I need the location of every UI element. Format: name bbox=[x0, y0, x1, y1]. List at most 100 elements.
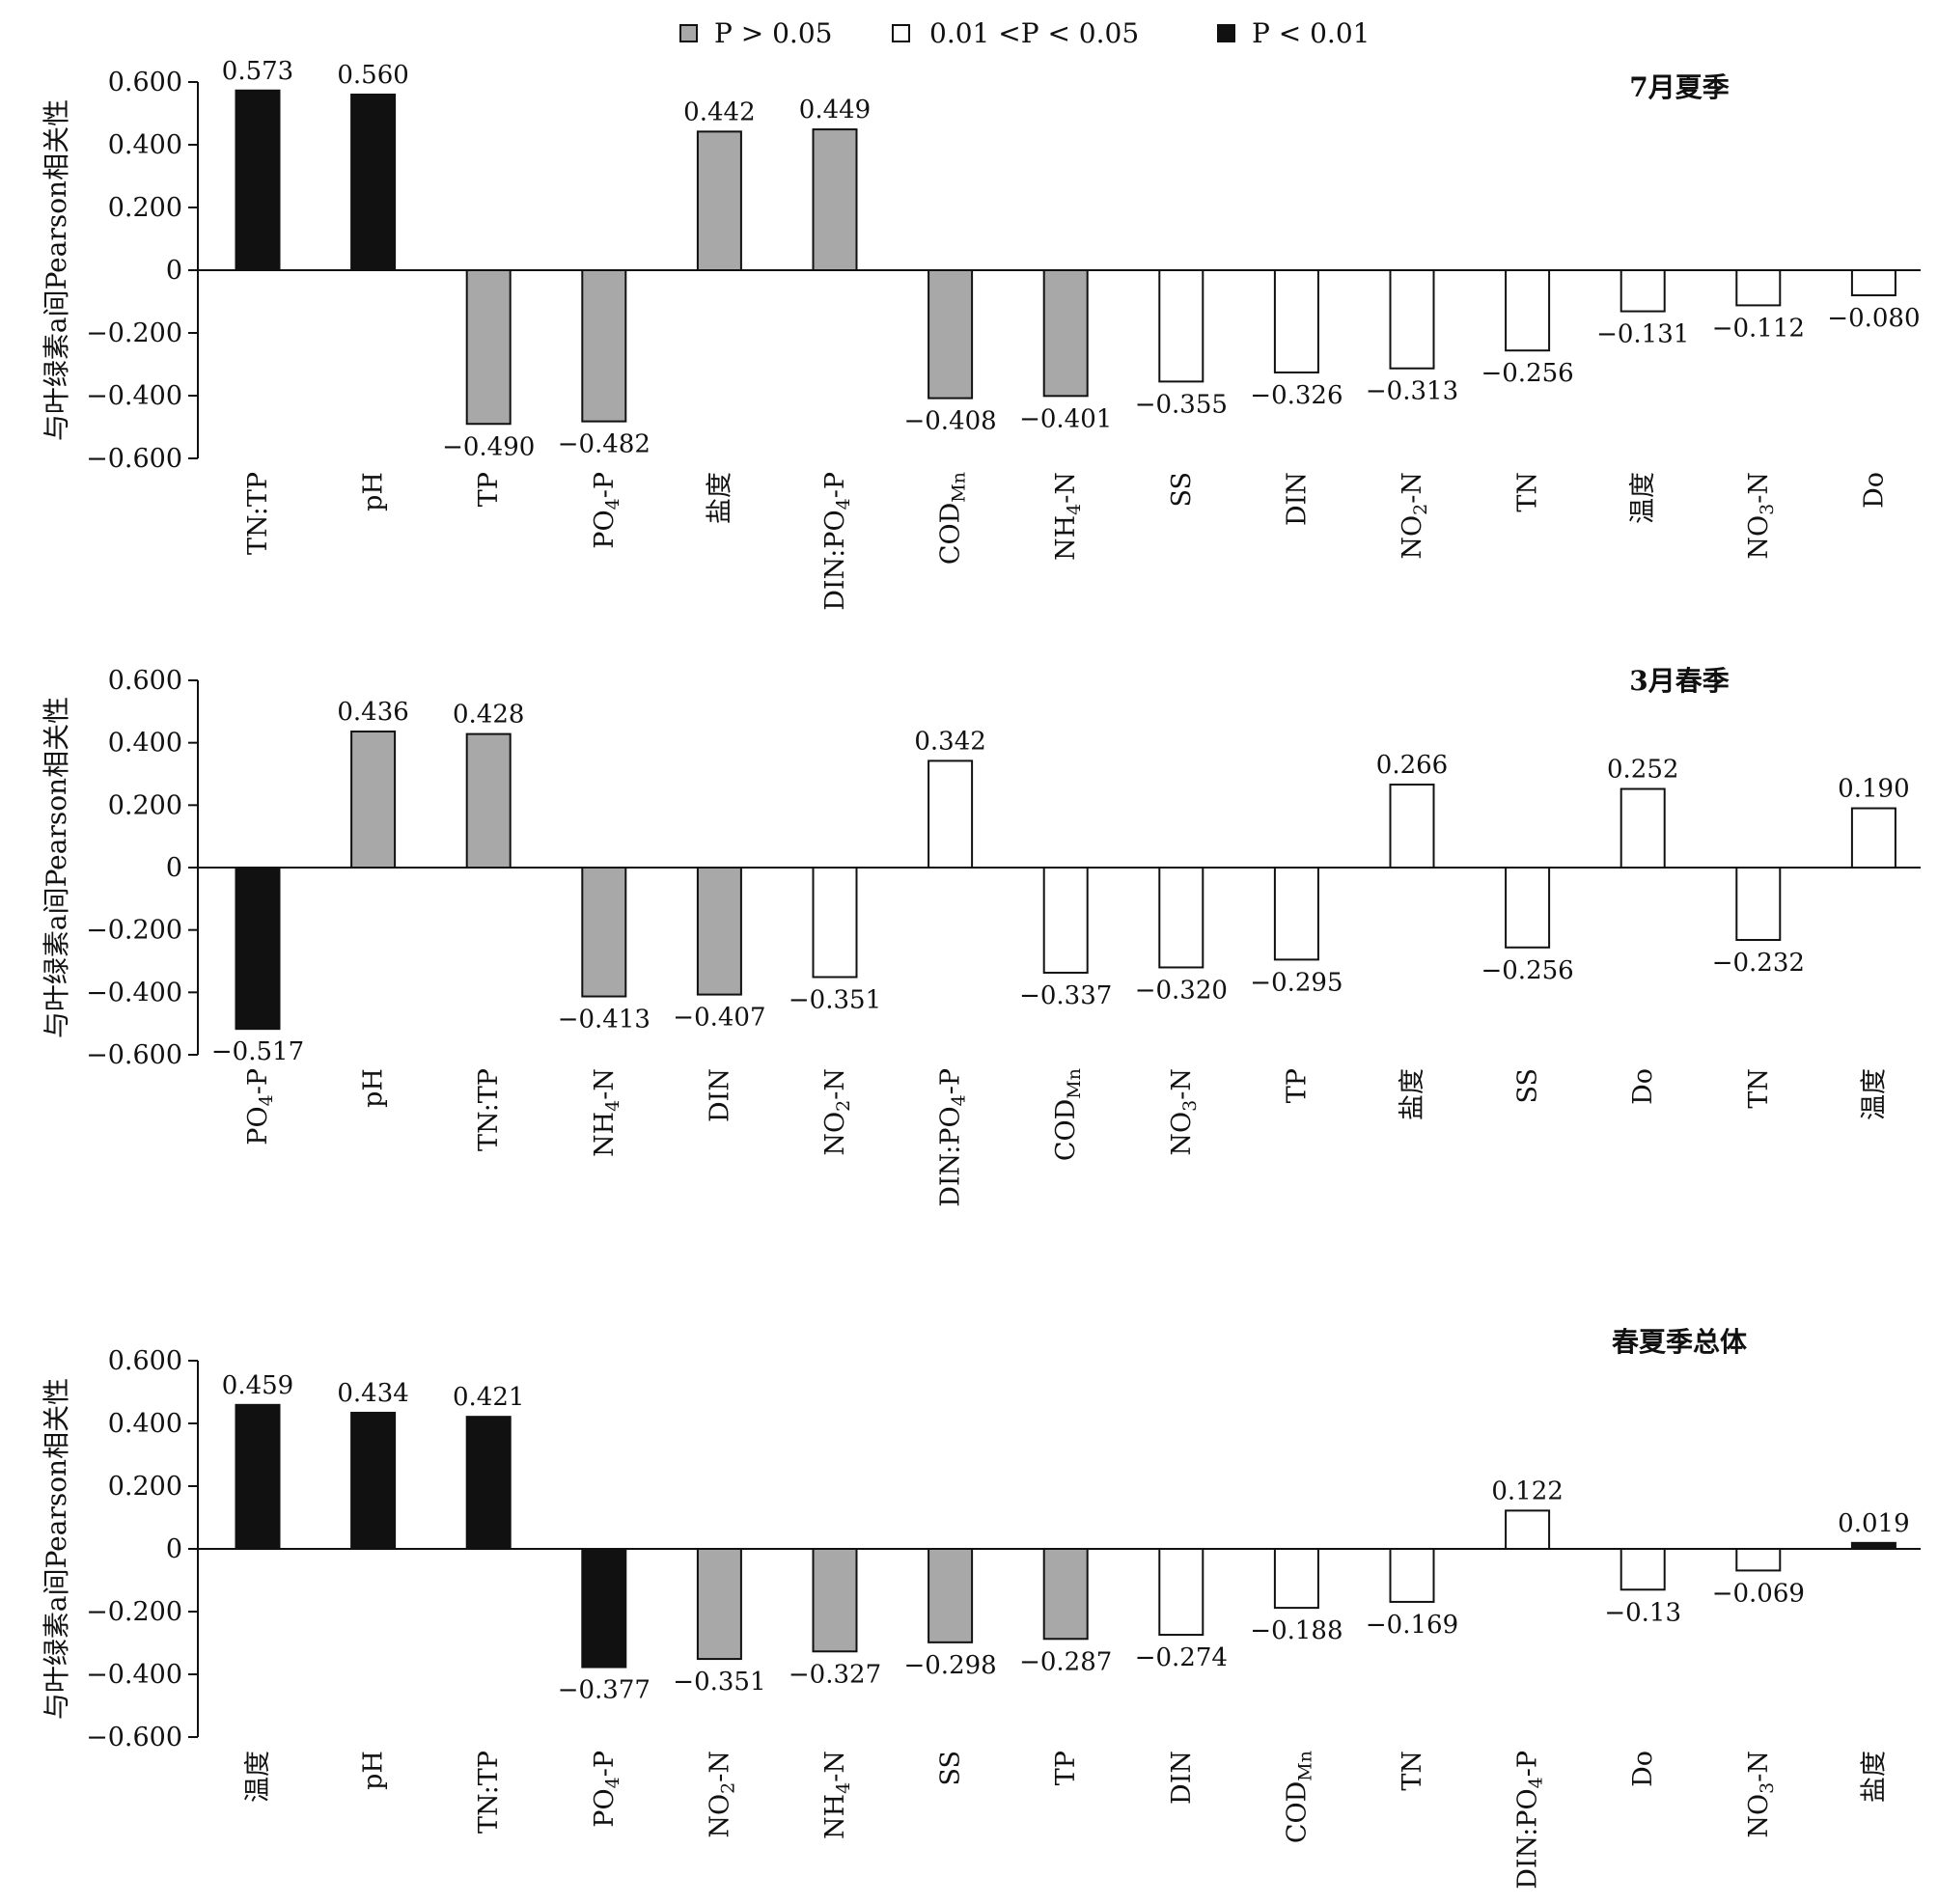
category-label-sub: Mn bbox=[949, 472, 970, 503]
category-label-main: PO bbox=[590, 510, 620, 548]
legend-label-lt001: P < 0.01 bbox=[1252, 17, 1370, 49]
bar-TP bbox=[1273, 867, 1319, 961]
category-label-main: NH bbox=[1051, 515, 1081, 561]
y-axis-label: 与叶绿素a间Pearson相关性 bbox=[41, 99, 72, 441]
bar-CODMn bbox=[1273, 1548, 1319, 1610]
category-label-main: Do bbox=[1628, 1068, 1658, 1105]
bar-pH bbox=[350, 94, 397, 271]
bar-NH4-N bbox=[812, 1548, 858, 1653]
value-label: −0.131 bbox=[1596, 320, 1689, 349]
category-label-sub: Mn bbox=[1064, 1068, 1085, 1099]
value-label: −0.232 bbox=[1712, 949, 1805, 978]
value-label: −0.274 bbox=[1135, 1643, 1228, 1672]
category-label: 盐度 bbox=[705, 472, 734, 524]
legend-item-lt001: P < 0.01 bbox=[1217, 17, 1370, 49]
category-label: NH4-N bbox=[590, 1068, 623, 1157]
category-label-main: PO bbox=[243, 1106, 273, 1145]
category-label: CODMn bbox=[1051, 1068, 1085, 1161]
category-label: TP bbox=[1282, 1068, 1312, 1103]
value-label: −0.517 bbox=[211, 1037, 304, 1066]
panel-overall: 0.600 0.400 0.200 0 −0.200 −0.400 −0.600 与叶绿素a间… bbox=[41, 1326, 1921, 1890]
value-label: 0.266 bbox=[1376, 751, 1448, 780]
value-label: −0.298 bbox=[903, 1651, 996, 1680]
category-label-main: 盐度 bbox=[1398, 1068, 1427, 1120]
value-label: −0.408 bbox=[903, 407, 996, 436]
legend-label-gt005: P > 0.05 bbox=[714, 17, 832, 49]
bar-盐度 bbox=[1850, 1541, 1896, 1550]
value-label: −0.13 bbox=[1604, 1598, 1681, 1627]
category-label: CODMn bbox=[936, 472, 970, 565]
bar-温度 bbox=[1620, 269, 1666, 313]
category-label-main: NO bbox=[820, 1112, 850, 1156]
bar-TN:TP bbox=[465, 1416, 512, 1551]
value-label: −0.401 bbox=[1019, 404, 1112, 433]
category-label: pH bbox=[359, 472, 389, 511]
y-tick-label: 0.600 bbox=[108, 1346, 182, 1376]
bar-PO4-P bbox=[581, 269, 627, 423]
value-label: 0.436 bbox=[337, 698, 408, 727]
category-label-main: NO bbox=[1398, 515, 1427, 560]
panel-summer: 0.600 0.400 0.200 0 −0.200 −0.400 −0.600 与叶绿素a间… bbox=[41, 57, 1921, 611]
category-label: DIN:PO4-P bbox=[820, 472, 854, 611]
y-tick-label: 0 bbox=[166, 853, 182, 883]
y-tick-label: −0.400 bbox=[86, 381, 182, 411]
panel-title: 3月春季 bbox=[1629, 665, 1729, 697]
value-label: −0.080 bbox=[1827, 304, 1920, 333]
panel-title: 春夏季总体 bbox=[1612, 1326, 1748, 1358]
bar-pH bbox=[350, 1411, 397, 1550]
value-label: −0.313 bbox=[1366, 377, 1458, 406]
category-label-post: -P bbox=[820, 472, 850, 498]
bar-DIN bbox=[696, 867, 742, 996]
category-label-post: -P bbox=[936, 1068, 966, 1094]
category-label-main: TN bbox=[1398, 1751, 1427, 1791]
value-label: −0.256 bbox=[1481, 359, 1573, 388]
y-axis-label: 与叶绿素a间Pearson相关性 bbox=[41, 1378, 72, 1720]
category-label: 盐度 bbox=[1398, 1068, 1427, 1120]
legend: P > 0.05 0.01 <P < 0.05 P < 0.01 bbox=[679, 17, 1370, 49]
category-label-post: -N bbox=[1398, 472, 1427, 504]
bar-DIN:PO4-P bbox=[812, 128, 858, 271]
category-label-main: SS bbox=[1513, 1068, 1543, 1104]
bar-DIN bbox=[1273, 269, 1319, 373]
bar-TN bbox=[1735, 867, 1782, 942]
bar-CODMn bbox=[927, 269, 974, 400]
category-label-main: TN:TP bbox=[474, 1068, 504, 1151]
y-tick-label: 0 bbox=[166, 1534, 182, 1564]
category-label-main: DIN bbox=[1167, 1751, 1197, 1805]
category-label: DIN bbox=[705, 1068, 734, 1122]
y-tick-label: 0.200 bbox=[108, 790, 182, 820]
bar-CODMn bbox=[1042, 867, 1089, 974]
y-tick-label: −0.200 bbox=[86, 1597, 182, 1627]
category-label: CODMn bbox=[1282, 1751, 1315, 1843]
category-label: NO3-N bbox=[1744, 472, 1778, 560]
category-label-main: TP bbox=[474, 472, 504, 507]
category-label-main: Do bbox=[1628, 1751, 1658, 1787]
category-label-post: -N bbox=[1744, 472, 1774, 504]
category-label: DIN bbox=[1282, 472, 1312, 526]
category-label: TN:TP bbox=[474, 1068, 504, 1151]
category-label-main: 盐度 bbox=[1859, 1751, 1889, 1803]
bar-PO4-P bbox=[581, 1548, 627, 1669]
category-label-main: 盐度 bbox=[705, 472, 734, 524]
category-label-main: NO bbox=[1744, 515, 1774, 560]
bar-温度 bbox=[235, 1403, 281, 1550]
bar-温度 bbox=[1850, 807, 1896, 869]
bar-NO3-N bbox=[1735, 1548, 1782, 1572]
category-label-main: Do bbox=[1859, 472, 1889, 509]
y-tick-label: 0.600 bbox=[108, 666, 182, 696]
category-label: pH bbox=[359, 1068, 389, 1108]
value-label: −0.413 bbox=[558, 1006, 651, 1035]
y-tick-label: 0.400 bbox=[108, 729, 182, 759]
y-tick-label: 0.200 bbox=[108, 1472, 182, 1502]
category-label-post: -N bbox=[1051, 472, 1081, 504]
category-label-main: NH bbox=[820, 1794, 850, 1839]
bar-DIN:PO4-P bbox=[927, 759, 974, 869]
category-label-sub: 4 bbox=[833, 1782, 854, 1794]
category-label: PO4-P bbox=[243, 1068, 277, 1145]
category-label: TP bbox=[474, 472, 504, 507]
category-label-post: -N bbox=[705, 1751, 734, 1782]
y-tick-label: 0.200 bbox=[108, 193, 182, 223]
legend-item-mid: 0.01 <P < 0.05 bbox=[892, 17, 1139, 49]
value-label: −0.320 bbox=[1135, 976, 1228, 1005]
